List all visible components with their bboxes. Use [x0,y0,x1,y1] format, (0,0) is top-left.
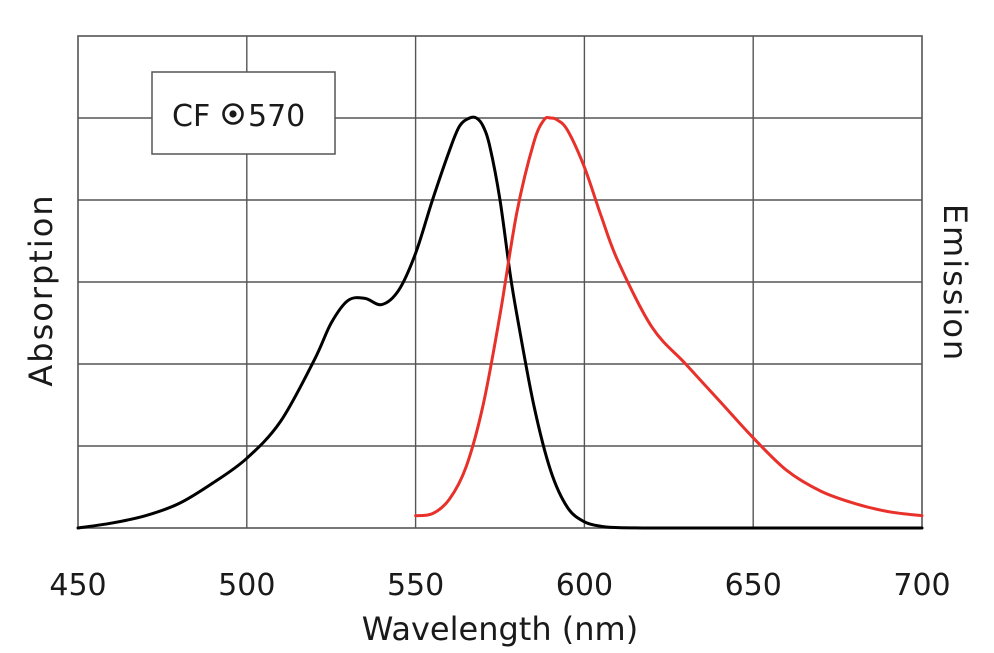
registered-mark-icon [222,103,244,125]
x-tick-label: 450 [49,568,106,603]
y-axis-title-right: Emission [936,204,974,362]
series-line-absorption [76,115,924,530]
legend-dye: 570 [248,99,305,134]
x-tick-label: 550 [387,568,444,603]
legend-brand: CF [172,99,210,134]
series-layer [76,115,924,530]
y-axis-title-left: Absorption [22,193,60,386]
x-tick-label: 600 [556,568,613,603]
x-tick-label: 650 [725,568,782,603]
x-tick-labels: 450 500 550 600 650 700 [49,568,950,603]
plot-frame [77,35,923,529]
x-axis-title: Wavelength (nm) [362,610,638,648]
legend: CF 570 [151,71,336,155]
series-line-emission [414,115,924,518]
x-tick-label: 500 [218,568,275,603]
x-tick-label: 700 [893,568,950,603]
